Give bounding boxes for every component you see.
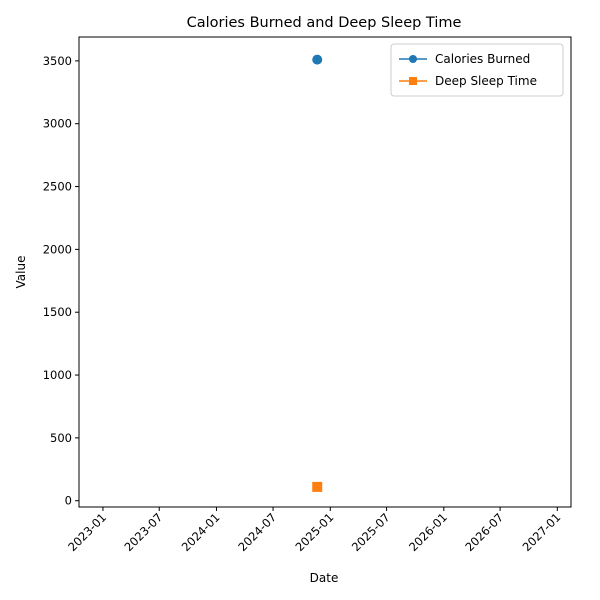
legend-entry-deep-sleep-time: Deep Sleep Time xyxy=(399,74,537,88)
y-tick-label: 2500 xyxy=(43,180,72,194)
data-point-calories-burned xyxy=(312,54,323,65)
legend-label-calories-burned: Calories Burned xyxy=(435,52,530,66)
legend-box xyxy=(390,43,564,97)
y-tick-label: 500 xyxy=(50,431,72,445)
y-axis-label: Value xyxy=(14,256,28,289)
x-axis-label: Date xyxy=(310,571,339,585)
chart-title: Calories Burned and Deep Sleep Time xyxy=(187,15,462,31)
legend: Calories Burned Deep Sleep Time xyxy=(390,43,564,97)
y-tick-label: 1500 xyxy=(43,305,72,319)
series-calories-burned xyxy=(312,54,323,65)
plot-frame xyxy=(78,36,572,508)
y-tick-label: 0 xyxy=(65,494,72,508)
y-tick-label: 2000 xyxy=(43,242,72,256)
legend-label-deep-sleep-time: Deep Sleep Time xyxy=(435,74,537,88)
legend-marker-calories-burned xyxy=(409,55,417,63)
y-tick-label: 3000 xyxy=(43,117,72,131)
legend-marker-deep-sleep-time xyxy=(409,77,417,85)
data-point-deep-sleep-time xyxy=(312,481,323,492)
legend-entry-calories-burned: Calories Burned xyxy=(399,52,530,66)
y-tick-label: 1000 xyxy=(43,368,72,382)
y-tick-label: 3500 xyxy=(43,54,72,68)
series-deep-sleep-time xyxy=(312,481,323,492)
